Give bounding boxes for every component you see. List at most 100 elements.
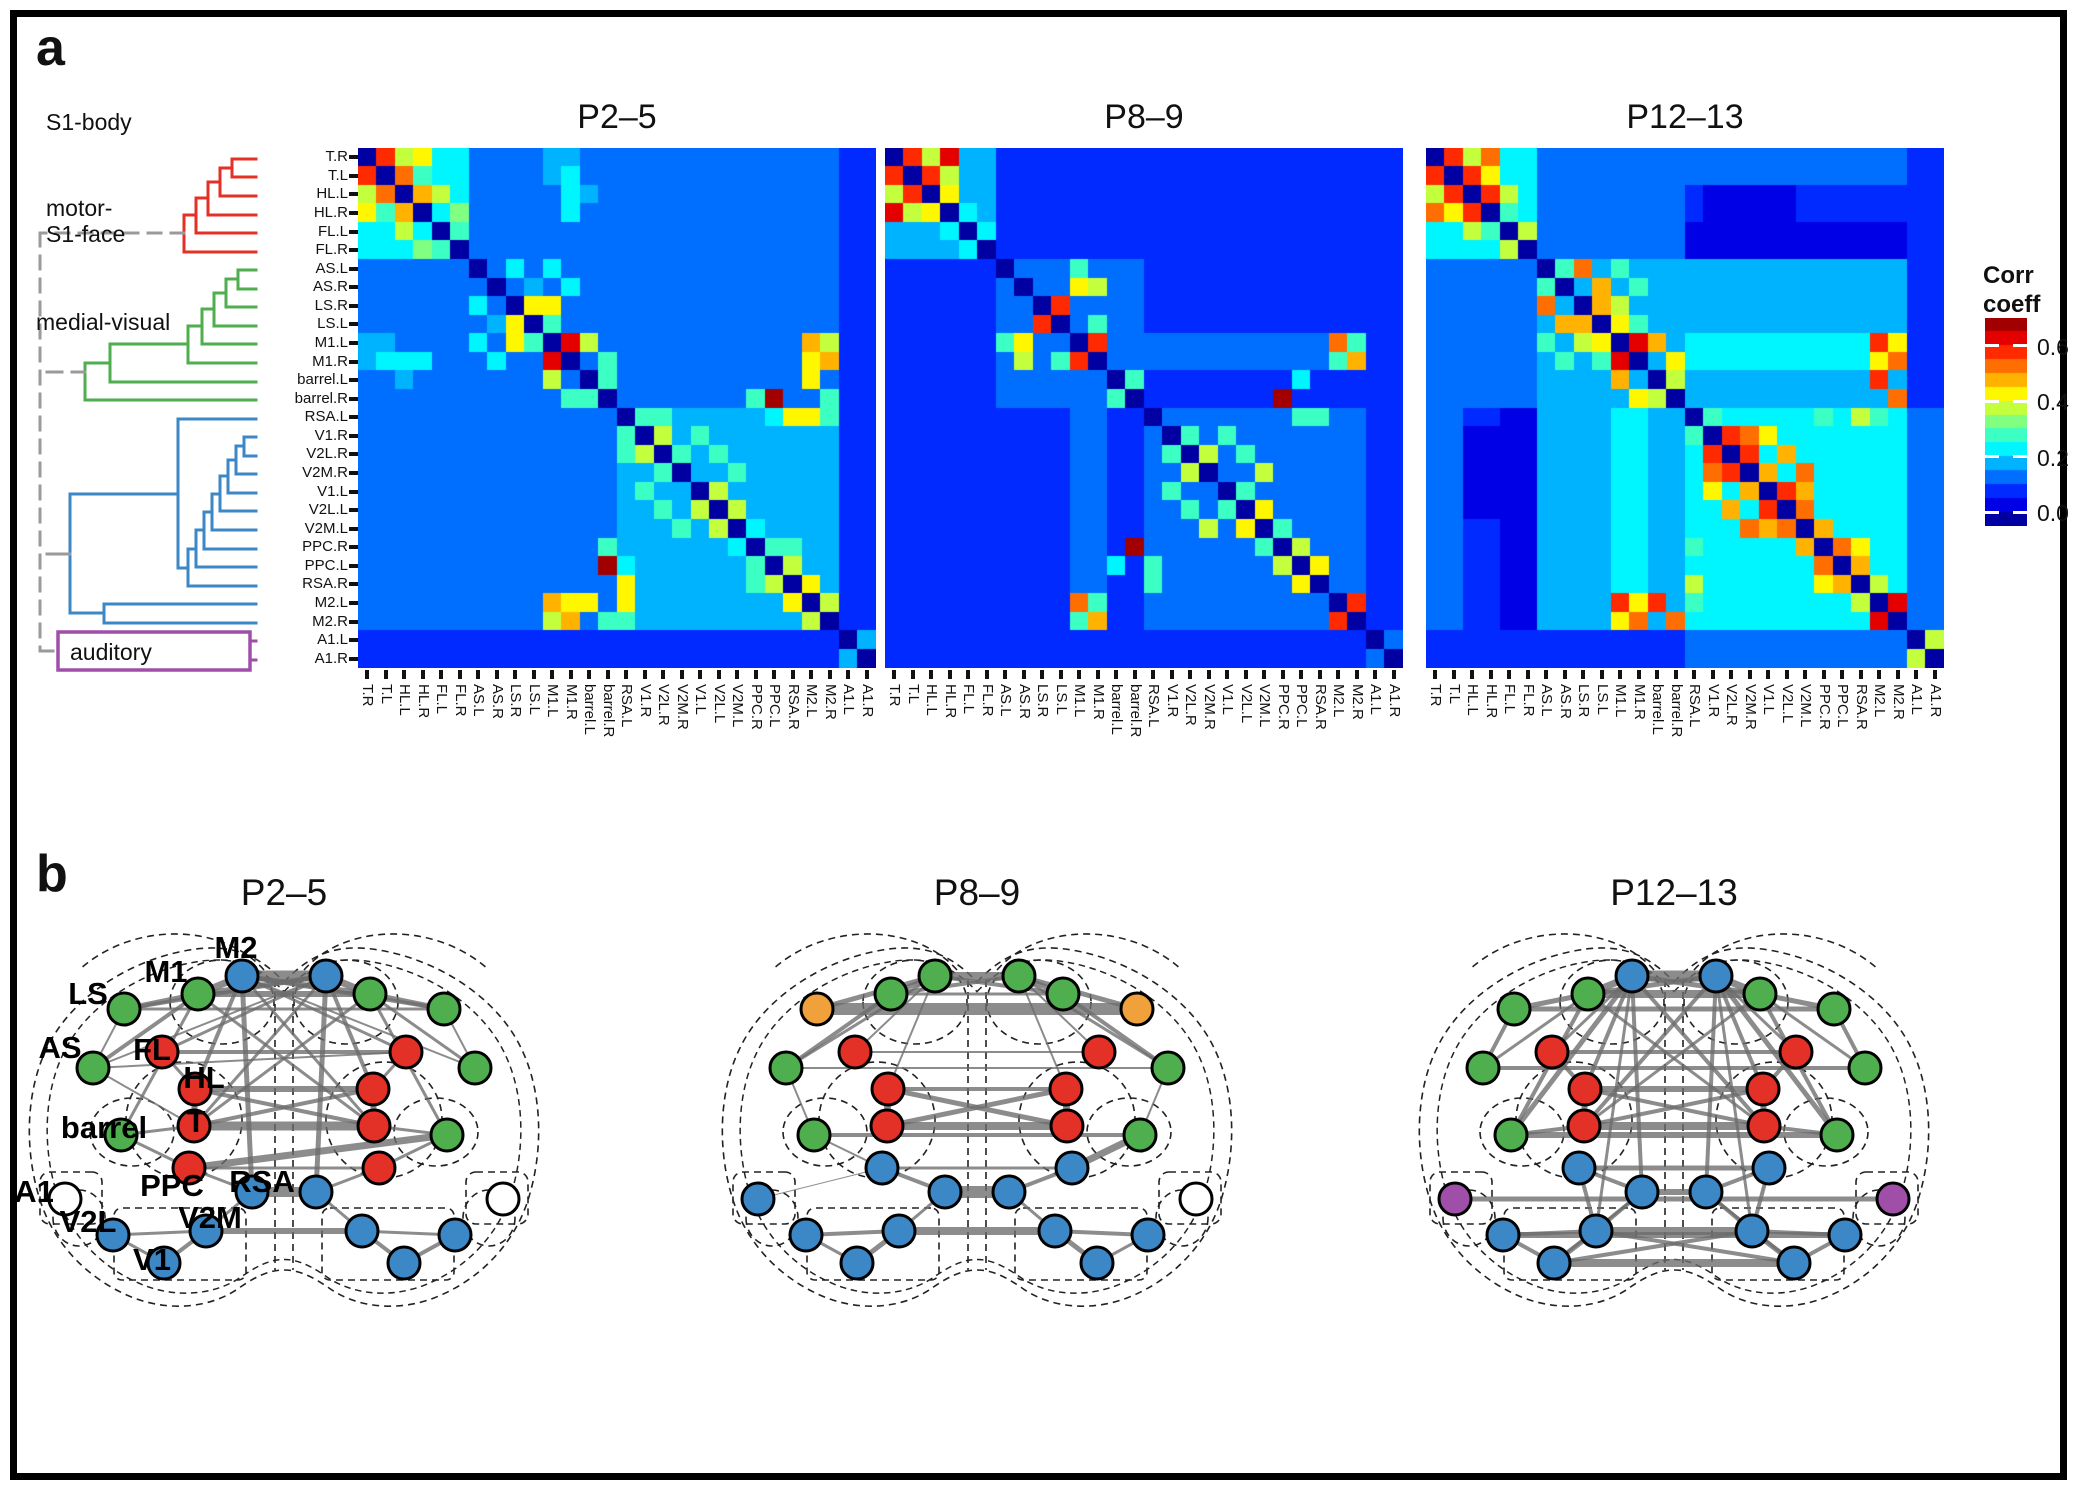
row-label-HL.L: HL.L bbox=[316, 185, 348, 203]
node-T.R bbox=[356, 1108, 392, 1144]
node-M2.L bbox=[1614, 958, 1650, 994]
col-tick bbox=[1188, 670, 1193, 679]
col-tick bbox=[605, 670, 610, 679]
col-label-M1.L: M1.L bbox=[544, 684, 562, 718]
node-V2L.R bbox=[437, 1217, 473, 1253]
col-label-V2M.L: V2M.L bbox=[1797, 684, 1815, 728]
heatmap-title-p2-5: P2–5 bbox=[577, 98, 657, 136]
node-T.R bbox=[1049, 1108, 1085, 1144]
node-V1.R bbox=[1776, 1245, 1812, 1281]
node-M2.R bbox=[1698, 958, 1734, 994]
node-label-M2: M2 bbox=[214, 930, 257, 965]
edge-AS.L-T.L bbox=[92, 1067, 195, 1127]
row-label-A1.R: A1.R bbox=[314, 649, 348, 667]
node-AS.R bbox=[1150, 1050, 1186, 1086]
col-label-T.R: T.R bbox=[359, 684, 377, 707]
col-label-M2.L: M2.L bbox=[803, 684, 821, 718]
node-RSA.R bbox=[1688, 1174, 1724, 1210]
node-PPC.R bbox=[1751, 1150, 1787, 1186]
col-tick bbox=[1354, 670, 1359, 679]
colorbar-tick-label: 0.2 bbox=[2037, 444, 2069, 471]
edge-AS.R-M1.R bbox=[368, 992, 477, 1070]
col-tick bbox=[531, 670, 536, 679]
col-label-barrel.L: barrel.L bbox=[581, 684, 599, 735]
node-LS.R bbox=[1119, 991, 1155, 1027]
row-tick bbox=[349, 415, 358, 420]
row-label-barrel.R: barrel.R bbox=[294, 389, 348, 407]
col-tick bbox=[809, 670, 814, 679]
col-label-A1.R: A1.R bbox=[1926, 684, 1944, 718]
edge-HL.L-M2.L bbox=[1583, 974, 1634, 1091]
col-tick bbox=[1021, 670, 1026, 679]
node-M1.R bbox=[1045, 976, 1081, 1012]
col-label-HL.R: HL.R bbox=[414, 684, 432, 719]
col-label-HL.L: HL.L bbox=[396, 684, 414, 716]
node-label-V2L: V2L bbox=[60, 1204, 117, 1239]
node-label-M1: M1 bbox=[144, 954, 187, 989]
node-RSA.R bbox=[298, 1174, 334, 1210]
col-label-M1.L: M1.L bbox=[1071, 684, 1089, 718]
row-label-A1.L: A1.L bbox=[317, 631, 348, 649]
col-tick bbox=[1877, 670, 1882, 679]
node-T.L bbox=[176, 1108, 212, 1144]
colorbar-tick-label: 0.4 bbox=[2037, 389, 2069, 416]
row-tick bbox=[349, 285, 358, 290]
row-tick bbox=[349, 211, 358, 215]
node-V2M.R bbox=[1734, 1213, 1770, 1249]
col-tick bbox=[1803, 670, 1808, 679]
edge-T.L-M2.R bbox=[192, 974, 328, 1128]
row-tick bbox=[349, 433, 358, 438]
col-label-V1.R: V1.R bbox=[1163, 684, 1181, 718]
node-M1.L bbox=[1570, 976, 1606, 1012]
row-label-M1.L: M1.L bbox=[314, 334, 348, 351]
node-HL.L bbox=[870, 1071, 906, 1107]
node-V2M.R bbox=[344, 1213, 380, 1249]
node-barrel.R bbox=[1122, 1117, 1158, 1153]
node-PPC.L bbox=[171, 1150, 207, 1186]
col-tick bbox=[1243, 670, 1248, 679]
edge-T.R-M2.L bbox=[1630, 974, 1766, 1128]
node-M2.L bbox=[917, 958, 953, 994]
col-label-A1.L: A1.L bbox=[1367, 684, 1385, 715]
col-tick bbox=[1373, 670, 1378, 679]
cluster-label-medial-visual: medial-visual bbox=[36, 309, 171, 335]
row-label-M1.R: M1.R bbox=[312, 352, 348, 370]
node-RSA.R bbox=[991, 1174, 1027, 1210]
row-tick bbox=[349, 489, 358, 494]
edge-AS.R-M2.R bbox=[1017, 974, 1170, 1070]
col-tick bbox=[383, 670, 388, 679]
row-label-M2.L: M2.L bbox=[314, 594, 348, 611]
node-FL.L bbox=[144, 1034, 180, 1070]
col-label-T.R: T.R bbox=[1427, 684, 1445, 707]
col-label-PPC.L: PPC.L bbox=[1293, 684, 1311, 728]
node-V1.R bbox=[1079, 1245, 1115, 1281]
edge-AS.R-M1.R bbox=[1758, 992, 1867, 1070]
node-AS.L bbox=[1465, 1050, 1501, 1086]
row-label-PPC.L: PPC.L bbox=[304, 556, 348, 574]
col-tick bbox=[1280, 670, 1285, 679]
row-tick bbox=[349, 359, 358, 364]
node-AS.L bbox=[768, 1050, 804, 1086]
col-tick bbox=[1655, 670, 1660, 679]
colorbar-tick-label: 0.0 bbox=[2037, 500, 2069, 527]
edge-LS.R-M2.L bbox=[240, 974, 446, 1011]
row-label-FL.L: FL.L bbox=[317, 222, 348, 240]
col-tick bbox=[947, 670, 952, 679]
node-M1.R bbox=[1742, 976, 1778, 1012]
col-tick bbox=[1317, 670, 1322, 679]
col-label-V2M.R: V2M.R bbox=[1741, 684, 1759, 730]
edge-T.L-M2.R bbox=[1582, 974, 1718, 1128]
colorbar-tick-mark bbox=[2013, 344, 2027, 348]
col-tick bbox=[402, 670, 407, 679]
col-tick bbox=[1299, 670, 1304, 679]
col-label-AS.L: AS.L bbox=[470, 684, 488, 717]
col-tick bbox=[1840, 670, 1845, 679]
heatmap-p12-13 bbox=[1426, 148, 1944, 668]
col-tick bbox=[1692, 670, 1697, 679]
node-RSA.L bbox=[927, 1174, 963, 1210]
node-FL.L bbox=[1534, 1034, 1570, 1070]
edge-barrel.R-M2.R bbox=[1713, 973, 1840, 1138]
row-label-PPC.R: PPC.R bbox=[302, 538, 348, 556]
colorbar-tick-mark bbox=[2013, 455, 2027, 459]
col-label-V2L.L: V2L.L bbox=[1237, 684, 1255, 724]
